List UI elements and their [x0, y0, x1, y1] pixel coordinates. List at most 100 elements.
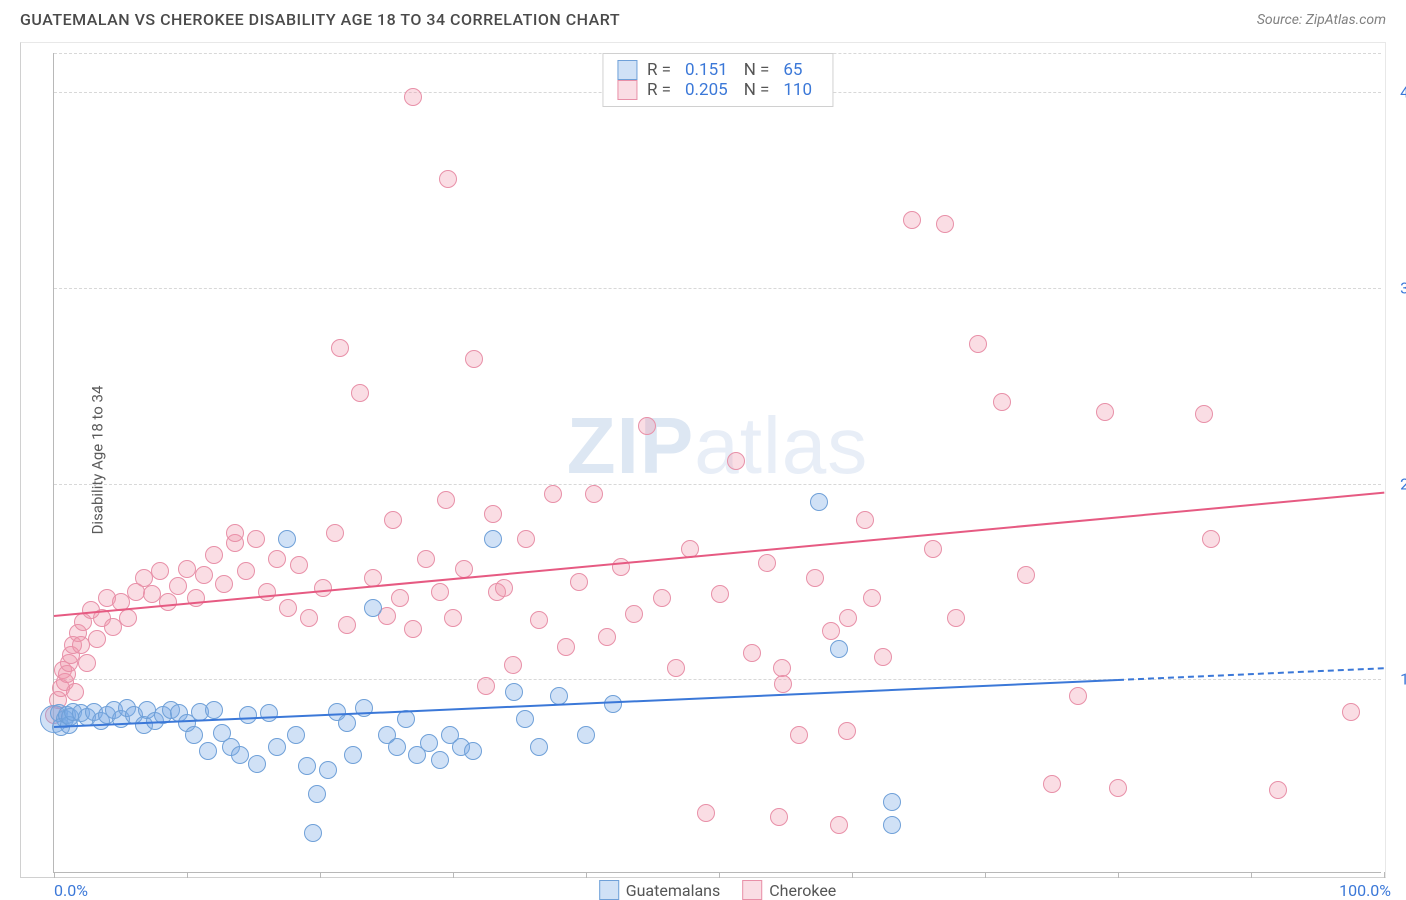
scatter-point-cherokee	[258, 583, 276, 601]
x-tick	[1384, 872, 1385, 878]
scatter-point-cherokee	[743, 644, 761, 662]
scatter-point-cherokee	[404, 88, 422, 106]
scatter-point-guatemalans	[883, 816, 901, 834]
scatter-point-cherokee	[1096, 403, 1114, 421]
scatter-point-cherokee	[404, 620, 422, 638]
scatter-point-cherokee	[585, 485, 603, 503]
scatter-point-cherokee	[104, 618, 122, 636]
scatter-point-cherokee	[431, 583, 449, 601]
x-tick	[1118, 872, 1119, 878]
watermark: ZIPatlas	[567, 400, 868, 492]
scatter-point-guatemalans	[604, 695, 622, 713]
scatter-point-cherokee	[205, 546, 223, 564]
scatter-point-guatemalans	[344, 746, 362, 764]
scatter-point-cherokee	[697, 804, 715, 822]
scatter-point-cherokee	[969, 335, 987, 353]
x-tick	[586, 872, 587, 878]
scatter-point-cherokee	[159, 593, 177, 611]
scatter-point-cherokee	[314, 579, 332, 597]
bottom-legend: Guatemalans Cherokee	[599, 880, 837, 900]
scatter-point-cherokee	[758, 554, 776, 572]
x-tick	[54, 872, 55, 878]
scatter-point-cherokee	[993, 393, 1011, 411]
scatter-point-guatemalans	[577, 726, 595, 744]
scatter-point-guatemalans	[260, 704, 278, 722]
scatter-point-guatemalans	[420, 734, 438, 752]
x-tick	[1251, 872, 1252, 878]
scatter-point-guatemalans	[883, 793, 901, 811]
y-tick-label: 30.0%	[1400, 278, 1406, 297]
gridline	[54, 679, 1381, 680]
scatter-point-cherokee	[856, 511, 874, 529]
scatter-point-guatemalans	[199, 742, 217, 760]
scatter-point-cherokee	[773, 659, 791, 677]
scatter-point-cherokee	[806, 569, 824, 587]
scatter-point-cherokee	[1069, 687, 1087, 705]
x-tick-label-max: 100.0%	[1339, 881, 1391, 900]
x-tick	[453, 872, 454, 878]
scatter-point-cherokee	[290, 556, 308, 574]
scatter-point-guatemalans	[248, 755, 266, 773]
scatter-point-guatemalans	[308, 785, 326, 803]
y-tick-label: 10.0%	[1400, 670, 1406, 689]
stats-n-value: 110	[779, 80, 818, 100]
scatter-point-cherokee	[195, 566, 213, 584]
scatter-point-cherokee	[936, 215, 954, 233]
scatter-point-cherokee	[653, 589, 671, 607]
scatter-point-cherokee	[417, 550, 435, 568]
scatter-point-guatemalans	[338, 714, 356, 732]
scatter-point-cherokee	[391, 589, 409, 607]
scatter-point-cherokee	[504, 656, 522, 674]
scatter-point-cherokee	[774, 675, 792, 693]
stats-n-value: 65	[779, 60, 808, 80]
scatter-point-cherokee	[351, 384, 369, 402]
stats-n-label: N =	[744, 80, 770, 100]
watermark-bold: ZIP	[567, 401, 694, 490]
scatter-point-cherokee	[455, 560, 473, 578]
scatter-point-cherokee	[119, 609, 137, 627]
scatter-point-guatemalans	[810, 493, 828, 511]
scatter-point-cherokee	[1269, 781, 1287, 799]
legend-swatch	[617, 60, 637, 80]
scatter-point-cherokee	[947, 609, 965, 627]
scatter-point-cherokee	[1109, 779, 1127, 797]
scatter-point-guatemalans	[319, 761, 337, 779]
y-tick-label: 40.0%	[1400, 83, 1406, 102]
source-attribution: Source: ZipAtlas.com	[1257, 12, 1386, 28]
scatter-point-cherokee	[924, 540, 942, 558]
scatter-point-cherokee	[151, 562, 169, 580]
scatter-point-cherokee	[598, 628, 616, 646]
scatter-point-cherokee	[1202, 530, 1220, 548]
scatter-point-guatemalans	[388, 738, 406, 756]
scatter-point-cherokee	[544, 485, 562, 503]
scatter-point-cherokee	[268, 550, 286, 568]
legend-item-guatemalans: Guatemalans	[599, 880, 721, 900]
stats-r-value: 0.205	[681, 80, 734, 100]
scatter-point-guatemalans	[516, 710, 534, 728]
scatter-point-cherokee	[439, 170, 457, 188]
scatter-point-guatemalans	[550, 687, 568, 705]
x-tick	[320, 872, 321, 878]
scatter-point-cherokee	[226, 524, 244, 542]
chart-title: GUATEMALAN VS CHEROKEE DISABILITY AGE 18…	[20, 10, 620, 29]
x-tick-label-min: 0.0%	[54, 881, 88, 900]
scatter-point-cherokee	[237, 562, 255, 580]
scatter-point-guatemalans	[231, 746, 249, 764]
plot-area: ZIPatlas R =0.151N =65R =0.205N =110 10.…	[53, 53, 1381, 873]
legend-label: Cherokee	[769, 881, 836, 900]
scatter-point-guatemalans	[464, 742, 482, 760]
scatter-point-cherokee	[1195, 405, 1213, 423]
scatter-point-cherokee	[612, 558, 630, 576]
scatter-point-guatemalans	[530, 738, 548, 756]
gridline	[54, 288, 1381, 289]
stats-n-label: N =	[744, 60, 770, 80]
scatter-point-cherokee	[770, 808, 788, 826]
scatter-point-guatemalans	[397, 710, 415, 728]
stats-r-label: R =	[647, 80, 671, 100]
scatter-point-cherokee	[326, 524, 344, 542]
scatter-point-cherokee	[638, 417, 656, 435]
scatter-point-cherokee	[384, 511, 402, 529]
scatter-point-cherokee	[300, 609, 318, 627]
x-tick	[985, 872, 986, 878]
y-tick-label: 20.0%	[1400, 474, 1406, 493]
